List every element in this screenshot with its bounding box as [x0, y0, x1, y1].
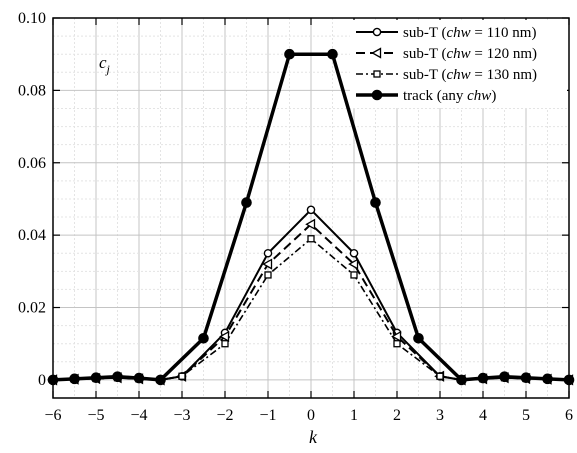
ticks: −6 −5 −4 −3 −2 −1 0 1 2 3 4 5 6 0 0.02 0.04 0.06 0.08 0.10 [18, 10, 573, 424]
data-point [391, 330, 402, 343]
y-tick-label: 0.06 [18, 155, 46, 172]
x-tick-label: −2 [216, 407, 233, 424]
legend-label-italic: chw [467, 88, 491, 104]
x-tick-label: −5 [87, 407, 104, 424]
data-point [307, 235, 315, 243]
x-tick-label: 5 [522, 407, 530, 424]
legend-label: sub-T (chw = 120 nm) [403, 46, 537, 62]
data-point [456, 374, 467, 386]
legend-label-part: sub-T ( [403, 25, 446, 41]
data-point [393, 340, 401, 348]
legend-label-part: = 110 nm) [471, 25, 537, 41]
legend-label-italic: chw [446, 67, 470, 83]
data-point [436, 372, 444, 380]
legend-marker [371, 47, 382, 59]
x-tick-label: 2 [393, 407, 401, 424]
legend-label-part: sub-T ( [403, 67, 446, 83]
legend-label-part: sub-T ( [403, 46, 446, 62]
y-tick-label: 0.08 [18, 82, 46, 99]
legend-label-part: = 130 nm) [471, 67, 537, 83]
data-point [284, 48, 295, 60]
x-tick-label: 3 [436, 407, 444, 424]
data-point [178, 372, 186, 380]
legend-marker [373, 70, 381, 78]
x-axis-label: k [309, 427, 318, 447]
annotation-subscript: j [105, 62, 111, 76]
grid [52, 17, 570, 398]
legend-label-italic: chw [446, 46, 470, 62]
legend-marker [372, 27, 382, 37]
legend-label: track (any chw) [403, 88, 496, 104]
data-point [263, 248, 273, 258]
y-tick-label: 0.04 [18, 227, 46, 244]
x-tick-label: 6 [565, 407, 573, 424]
data-point [348, 258, 359, 270]
data-point [221, 340, 229, 348]
data-point [241, 197, 252, 208]
legend-label-part: track (any [403, 88, 467, 104]
legend-label: sub-T (chw = 130 nm) [403, 67, 537, 83]
legend: sub-T (chw = 110 nm)sub-T (chw = 120 nm)… [350, 20, 567, 108]
legend-marker [371, 89, 383, 101]
data-point [349, 248, 359, 258]
data-point [350, 271, 358, 279]
annotation-main: c [99, 53, 107, 72]
x-tick-label: 4 [479, 407, 487, 424]
x-tick-label: −3 [173, 407, 190, 424]
data-point [305, 218, 316, 230]
legend-label-part: = 120 nm) [471, 46, 537, 62]
data-point [327, 48, 338, 60]
x-tick-label: −4 [130, 407, 147, 424]
data-point [155, 374, 166, 386]
plot-annotation: cj [99, 53, 111, 76]
x-tick-label: 0 [307, 407, 315, 424]
data-point [306, 205, 316, 215]
data-point [499, 371, 510, 382]
data-point [542, 373, 553, 385]
data-point [112, 371, 123, 382]
data-point [69, 373, 80, 385]
y-tick-label: 0.10 [18, 10, 46, 27]
data-point [264, 271, 272, 279]
data-point [477, 372, 489, 384]
data-point [262, 258, 273, 270]
data-point [370, 197, 381, 208]
legend-label-part: ) [491, 88, 496, 104]
y-tick-label: 0.02 [18, 300, 46, 317]
x-tick-label: −6 [44, 407, 61, 424]
legend-label-italic: chw [446, 25, 470, 41]
legend-label: sub-T (chw = 110 nm) [403, 25, 536, 41]
data-point [90, 372, 102, 384]
x-tick-label: −1 [259, 407, 276, 424]
y-tick-label: 0 [38, 372, 46, 389]
data-point [198, 332, 209, 344]
data-point [133, 372, 145, 384]
data-point [520, 372, 532, 384]
x-tick-label: 1 [350, 407, 358, 424]
data-point [413, 332, 424, 344]
data-point [219, 330, 230, 343]
